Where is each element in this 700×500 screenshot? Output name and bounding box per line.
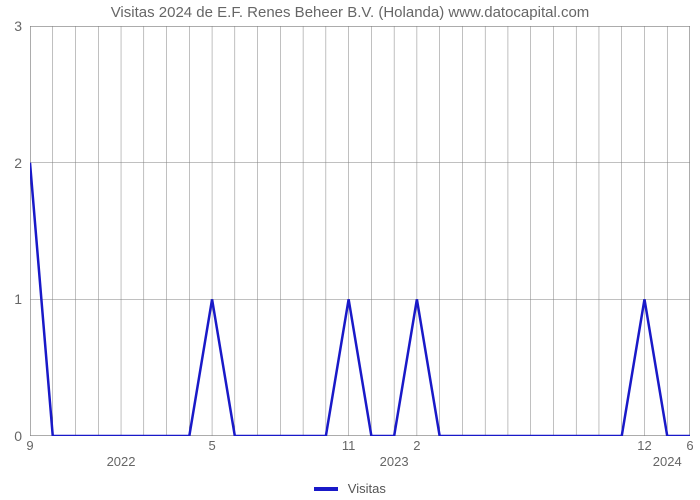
legend: Visitas [0,480,700,496]
y-tick-label: 0 [14,428,22,444]
visits-chart: Visitas 2024 de E.F. Renes Beheer B.V. (… [0,0,700,500]
x-tick-label: 11 [342,438,356,453]
x-year-label: 2024 [653,454,682,469]
legend-swatch [314,487,338,491]
y-tick-label: 1 [14,291,22,307]
x-year-label: 2022 [107,454,136,469]
x-tick-label: 6 [686,438,693,453]
x-tick-label: 2 [413,438,420,453]
x-tick-labels: 95112126202220232024 [30,436,690,476]
x-tick-label: 9 [26,438,33,453]
chart-title: Visitas 2024 de E.F. Renes Beheer B.V. (… [0,4,700,21]
x-tick-label: 5 [208,438,215,453]
y-tick-label: 2 [14,155,22,171]
legend-series-label: Visitas [348,481,386,496]
plot-area: 0123 95112126202220232024 [30,26,690,436]
x-year-label: 2023 [380,454,409,469]
y-tick-label: 3 [14,18,22,34]
plot-svg [30,26,690,436]
x-tick-label: 12 [637,438,651,453]
